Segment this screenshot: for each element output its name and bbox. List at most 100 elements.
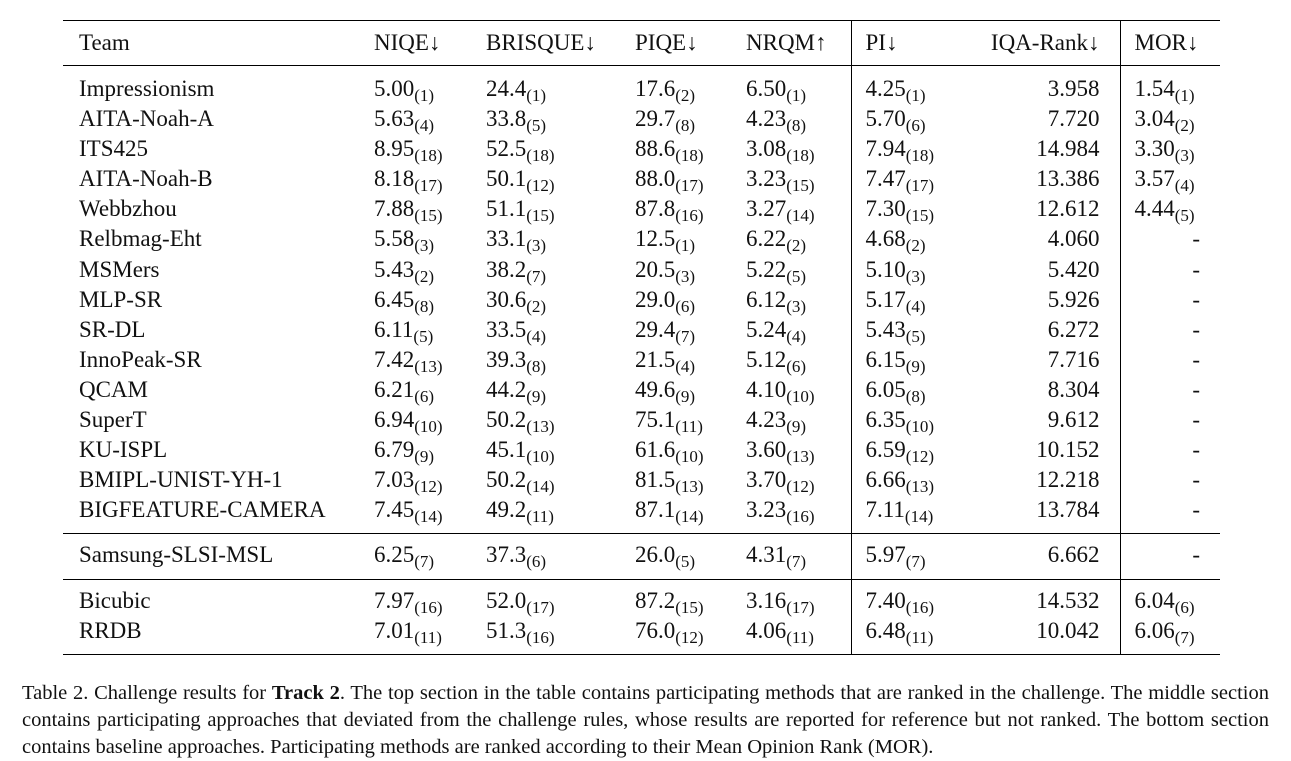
header-iqa-rank: IQA-Rank↓ [970,20,1121,66]
mor-cell: - [1120,347,1220,377]
brisque-cell: 49.2(11) [486,497,635,527]
piqe-cell-rank: (8) [675,116,696,136]
niqe-cell: 7.03(12) [374,467,486,497]
mor-cell-value: - [1192,286,1200,312]
table-row: MLP-SR 6.45(8) 30.6(2) 29.0(6) 6.12(3) 5.17(4… [63,286,1220,317]
iqa-rank-cell: 8.304 [970,376,1121,408]
team-name: Impressionism [79,76,215,101]
piqe-cell-rank: (11) [675,417,703,437]
niqe-cell-rank: (10) [414,417,443,437]
pi-cell: 6.66(13) [851,467,970,497]
table-row: KU-ISPL 6.79(9) 45.1(10) 61.6(10) 3.60(13) 6.… [63,437,1220,468]
pi-cell: 5.43(5) [851,317,970,347]
niqe-cell-rank: (13) [414,356,443,376]
pi-cell: 6.35(10) [851,407,970,437]
niqe-cell: 7.88(15) [374,196,486,226]
spacer-cell [374,647,486,655]
nrqm-cell-rank: (8) [786,116,807,136]
niqe-cell-value: 5.63 [374,106,415,132]
niqe-cell: 7.01(11) [374,618,486,648]
pi-cell-rank: (11) [905,627,934,647]
pi-cell: 4.68(2) [851,226,970,256]
mor-cell: - [1120,497,1220,527]
piqe-cell: 17.6(2) [635,76,746,106]
pi-cell: 7.47(17) [851,166,970,196]
spacer-cell [970,533,1121,543]
section-spacer [63,533,1220,543]
spacer-cell [635,533,746,543]
piqe-cell: 88.0(17) [635,166,746,196]
niqe-cell-rank: (9) [414,447,435,467]
piqe-cell-rank: (18) [675,146,704,166]
niqe-cell-value: 7.42 [374,346,415,372]
pi-cell-value: 6.59 [865,437,906,463]
nrqm-cell-rank: (5) [786,266,807,286]
mor-cell: - [1120,437,1220,467]
team-name: Samsung-SLSI-MSL [79,542,274,568]
pi-cell: 6.15(9) [851,347,970,377]
spacer-cell [635,647,746,655]
header-brisque: BRISQUE↓ [486,20,635,66]
mor-cell-value: 1.54 [1134,76,1175,101]
team-name: InnoPeak-SR [79,346,202,372]
table-row: Bicubic 7.97(16) 52.0(17) 87.2(15) 3.16(17) 7… [63,587,1220,618]
mor-cell-value: - [1192,467,1200,493]
nrqm-cell: 3.60(13) [746,437,852,468]
mor-cell: - [1120,317,1220,347]
niqe-cell: 7.42(13) [374,347,486,377]
spacer-cell [374,578,486,588]
brisque-cell-value: 44.2 [486,376,527,402]
niqe-cell-value: 6.11 [374,316,414,342]
header-niqe: NIQE↓ [374,20,486,66]
brisque-cell: 51.1(15) [486,196,635,226]
brisque-cell: 51.3(16) [486,618,635,648]
pi-cell: 5.97(7) [851,542,970,572]
pi-cell: 7.94(18) [851,136,970,166]
iqa-rank-cell: 3.958 [970,76,1121,107]
caption-text: . The top section in the table contains … [22,681,1269,758]
piqe-cell-rank: (17) [675,176,704,196]
brisque-cell-rank: (14) [526,477,555,497]
iqa-rank-cell: 4.060 [970,226,1121,257]
nrqm-cell: 3.70(12) [746,467,852,498]
nrqm-cell-value: 3.16 [746,587,787,613]
section-spacer [63,572,1220,579]
mor-cell-value: - [1192,256,1200,282]
pi-cell-value: 6.05 [865,376,906,402]
pi-cell-rank: (18) [905,146,935,166]
mor-cell: 4.44(5) [1120,196,1220,226]
spacer-cell [1120,578,1220,588]
header-piqe: PIQE↓ [635,20,746,66]
mor-cell-rank: (3) [1174,146,1195,166]
brisque-cell-rank: (1) [526,86,547,105]
brisque-cell-value: 49.2 [486,497,527,523]
niqe-cell: 5.43(2) [374,257,486,287]
nrqm-cell-value: 4.31 [746,542,787,568]
niqe-cell: 7.97(16) [374,588,486,618]
iqa-rank-cell: 10.042 [970,617,1121,648]
spacer-cell [1120,533,1220,543]
caption-prefix: Table 2. Challenge results for [22,681,272,704]
nrqm-cell-rank: (10) [786,386,815,406]
spacer-cell [63,66,374,77]
pi-cell: 5.17(4) [851,287,970,317]
brisque-cell: 38.2(7) [486,257,635,287]
spacer-cell [970,527,1121,534]
piqe-cell-value: 88.6 [635,136,676,162]
niqe-cell-rank: (5) [413,326,434,346]
nrqm-cell-value: 5.12 [746,346,787,372]
nrqm-cell: 6.22(2) [746,226,852,257]
mor-cell: - [1120,467,1220,497]
piqe-cell-rank: (1) [675,236,696,256]
iqa-rank-cell: 13.784 [970,497,1121,528]
piqe-cell: 61.6(10) [635,437,746,467]
team-name: AITA-Noah-A [79,106,214,132]
nrqm-cell: 3.23(15) [746,166,852,197]
niqe-cell-rank: (1) [414,86,435,105]
piqe-cell: 21.5(4) [635,347,746,377]
piqe-cell-value: 20.5 [635,256,676,282]
brisque-cell-value: 50.2 [486,407,527,433]
brisque-cell-value: 39.3 [486,346,527,372]
table-row: Impressionism 5.00(1) 24.4(1) 17.6(2) 6.50(1… [63,76,1220,107]
mor-cell-value: 6.06 [1134,617,1175,643]
